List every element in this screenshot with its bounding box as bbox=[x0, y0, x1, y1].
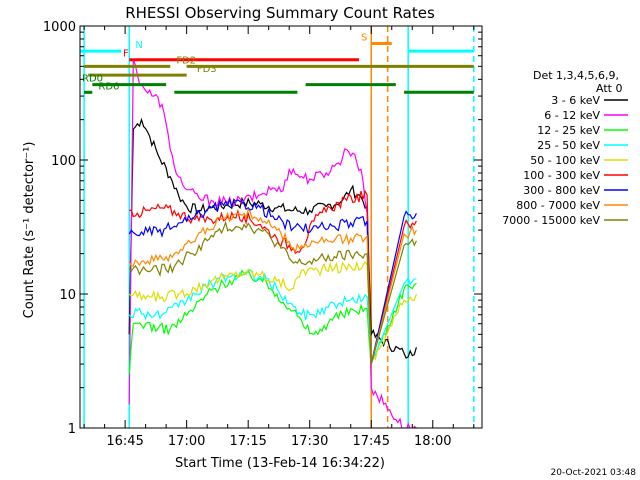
series-line-6 bbox=[128, 197, 417, 365]
state-bar-label-2: F bbox=[123, 49, 129, 60]
x-tick-label-1: 17:00 bbox=[168, 434, 205, 449]
y-tick-label-2: 100 bbox=[51, 154, 76, 169]
legend-header-1: Att 0 bbox=[596, 82, 622, 95]
legend-label-5: 100 - 300 keV bbox=[523, 169, 600, 182]
timestamp: 20-Oct-2021 03:48 bbox=[551, 468, 637, 478]
x-tick-label-5: 18:00 bbox=[414, 434, 451, 449]
series-line-3 bbox=[128, 269, 417, 365]
axes: 1 10 100 1000 16:45 17:00 17:15 17:30 17:45 18:00 bbox=[43, 20, 482, 449]
plot-frame bbox=[79, 25, 483, 429]
legend-header-0: Det 1,3,4,5,6,9, bbox=[533, 69, 619, 82]
state-bar-label-4: FD3 bbox=[197, 64, 217, 75]
state-bar-label-5: RD0 bbox=[82, 74, 103, 85]
legend-label-3: 25 - 50 keV bbox=[537, 139, 600, 152]
state-bar-label-3: FD2 bbox=[176, 55, 196, 66]
y-tick-label-3: 1000 bbox=[43, 20, 76, 35]
state-bar-label-6: RD6 bbox=[98, 81, 119, 92]
y-tick-label-0: 1 bbox=[68, 422, 76, 437]
legend-label-2: 12 - 25 keV bbox=[537, 124, 600, 137]
legend-label-4: 50 - 100 keV bbox=[530, 154, 600, 167]
series-line-4 bbox=[128, 260, 417, 365]
y-tick-label-1: 10 bbox=[59, 288, 76, 303]
legend-label-7: 800 - 7000 keV bbox=[516, 199, 600, 212]
x-tick-label-3: 17:30 bbox=[291, 434, 328, 449]
state-bar-label-1: S bbox=[361, 33, 367, 44]
series-line-2 bbox=[128, 269, 417, 375]
x-axis-label: Start Time (13-Feb-14 16:34:22) bbox=[175, 456, 385, 471]
legend-label-6: 300 - 800 keV bbox=[523, 184, 600, 197]
series-line-8 bbox=[128, 220, 417, 365]
series-line-5 bbox=[129, 189, 417, 365]
x-tick-label-2: 17:15 bbox=[229, 434, 266, 449]
legend-label-1: 6 - 12 keV bbox=[544, 109, 600, 122]
state-bar-label-0: N bbox=[135, 40, 142, 51]
series-line-1 bbox=[128, 59, 417, 428]
legend-label-0: 3 - 6 keV bbox=[551, 94, 600, 107]
x-tick-label-4: 17:45 bbox=[353, 434, 390, 449]
chart-title: RHESSI Observing Summary Count Rates bbox=[125, 4, 435, 22]
legend: Det 1,3,4,5,6,9,Att 03 - 6 keV 6 - 12 keV… bbox=[502, 69, 628, 227]
series-line-7 bbox=[128, 208, 417, 365]
y-axis-label: Count Rate (s⁻¹ detector⁻¹) bbox=[22, 142, 37, 319]
legend-label-8: 7000 - 15000 keV bbox=[502, 214, 600, 227]
x-tick-label-0: 16:45 bbox=[106, 434, 143, 449]
